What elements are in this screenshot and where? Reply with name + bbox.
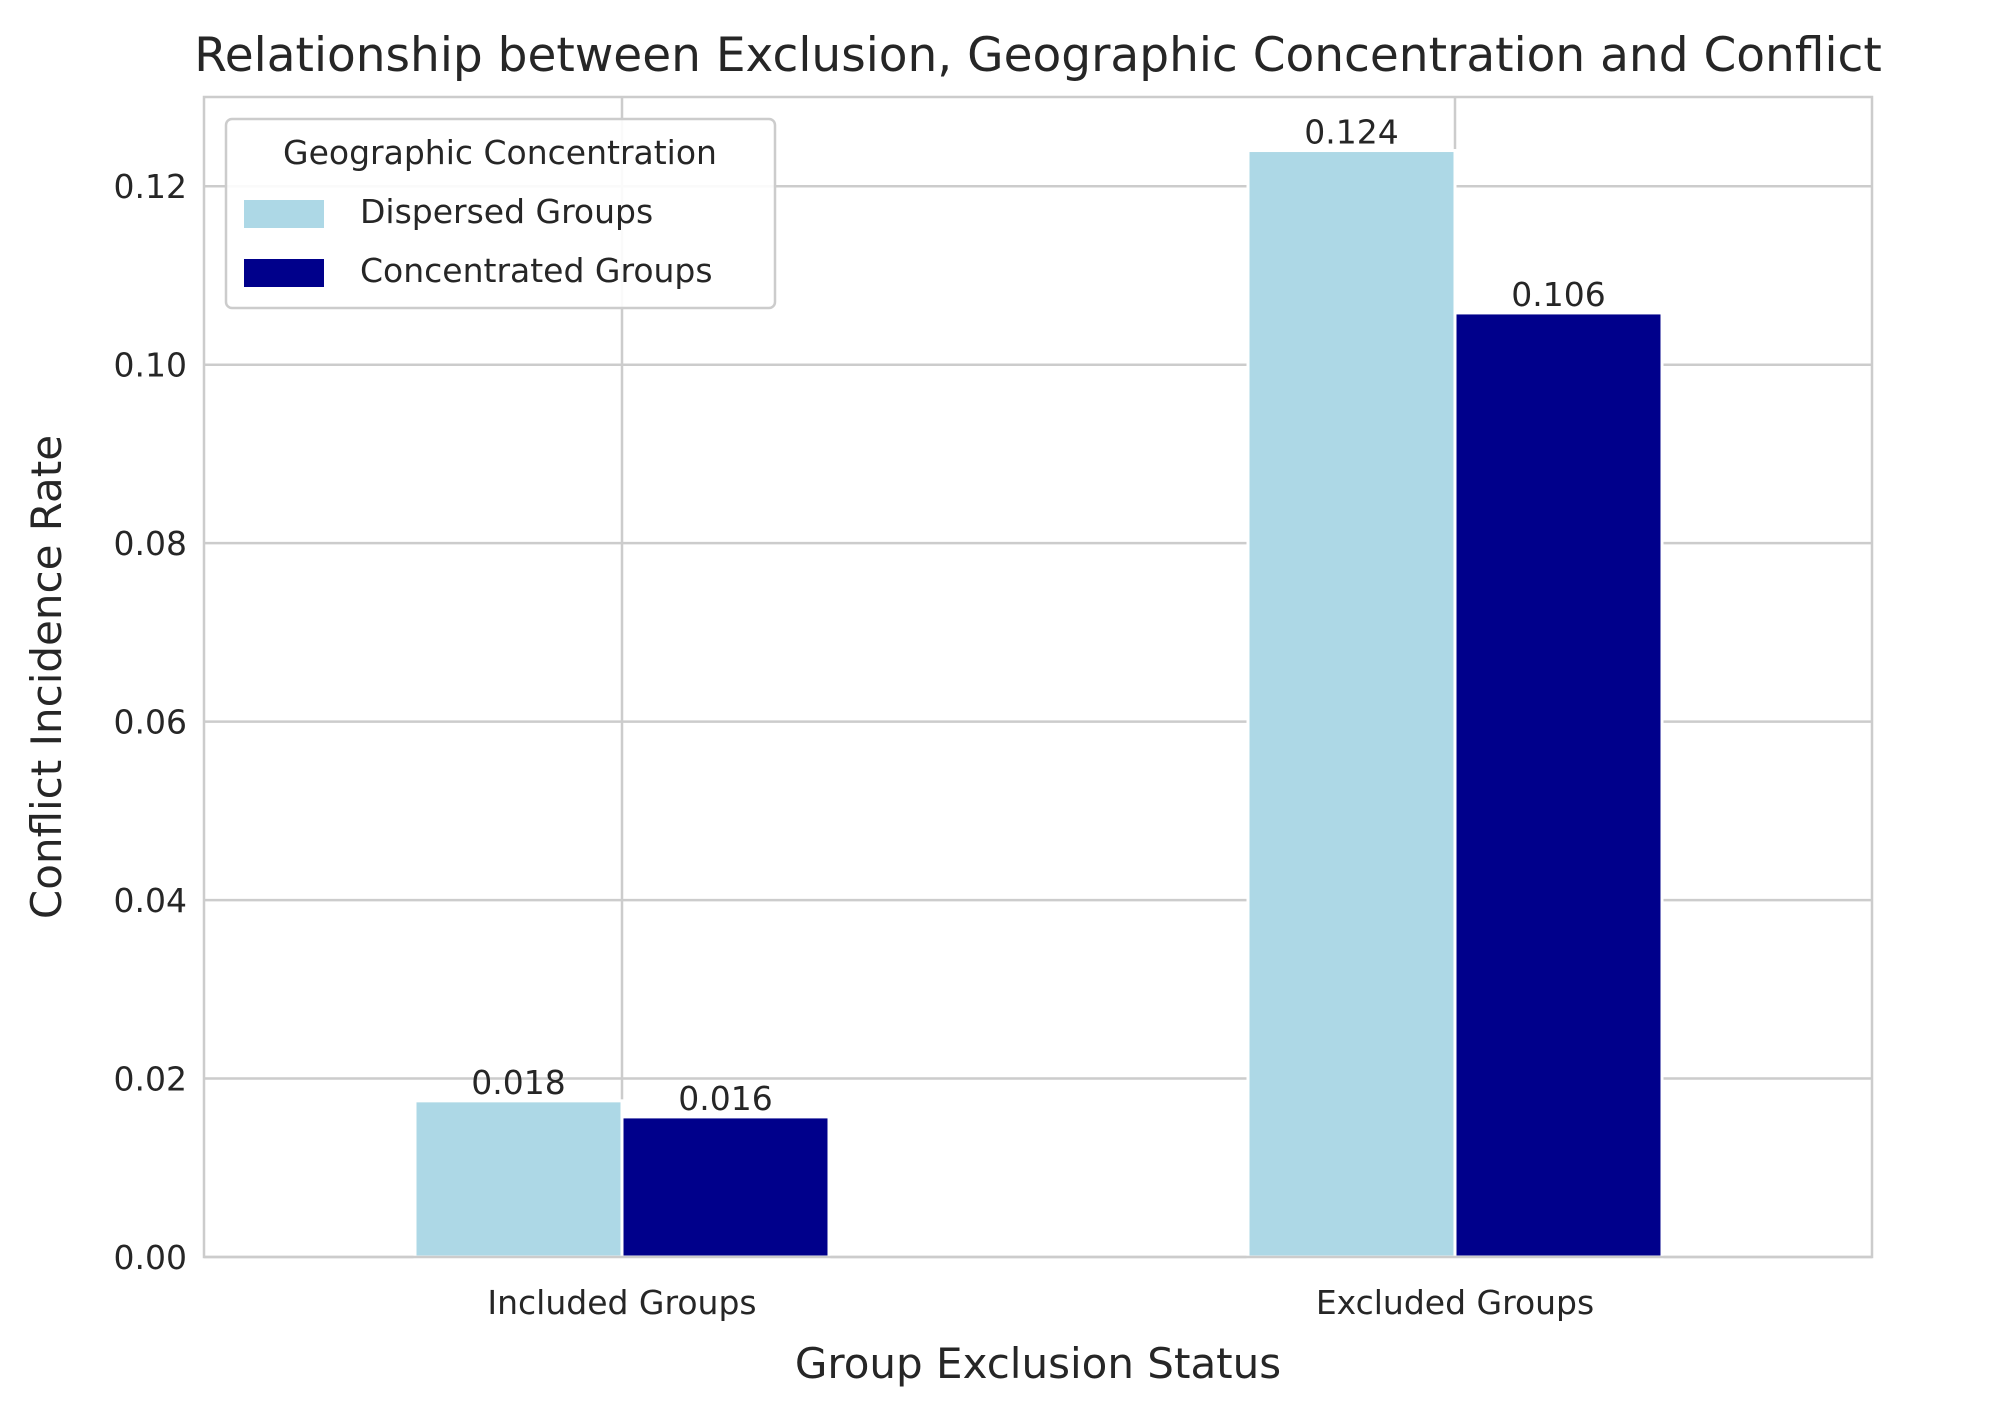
bar-concentrated bbox=[1453, 311, 1664, 1259]
y-tick-label: 0.00 bbox=[114, 1238, 187, 1277]
bar-value-label: 0.106 bbox=[1511, 275, 1605, 314]
x-tick-label: Excluded Groups bbox=[1316, 1283, 1594, 1322]
y-tick-label: 0.10 bbox=[114, 346, 187, 385]
legend-box bbox=[224, 117, 777, 310]
plot-frame bbox=[202, 95, 1874, 1259]
legend-label-dispersed: Dispersed Groups bbox=[360, 192, 653, 231]
chart-title: Relationship between Exclusion, Geograph… bbox=[194, 28, 1882, 83]
bar-dispersed bbox=[413, 1099, 624, 1259]
bar-value-label: 0.016 bbox=[678, 1079, 772, 1118]
y-axis-label: Conflict Incidence Rate bbox=[22, 435, 71, 919]
y-tick-label: 0.02 bbox=[114, 1060, 187, 1099]
bar-value-label: 0.018 bbox=[471, 1063, 565, 1102]
y-tick-label: 0.08 bbox=[114, 524, 187, 563]
y-tick-label: 0.12 bbox=[114, 167, 187, 206]
y-tick-label: 0.04 bbox=[114, 881, 187, 920]
legend-label-concentrated: Concentrated Groups bbox=[360, 251, 713, 290]
y-tick-label: 0.06 bbox=[114, 703, 187, 742]
legend-title: Geographic Concentration bbox=[283, 133, 717, 172]
bar-concentrated bbox=[620, 1115, 831, 1259]
bar-value-label: 0.124 bbox=[1304, 113, 1398, 152]
labels-layer: 0.018 0.124 0.016 0.106 bbox=[471, 113, 1605, 1118]
x-axis-label: Group Exclusion Status bbox=[795, 1339, 1281, 1388]
legend-swatch-concentrated bbox=[244, 259, 324, 287]
bars-layer bbox=[413, 149, 1664, 1259]
x-tick-label: Included Groups bbox=[487, 1283, 756, 1322]
bar-dispersed bbox=[1246, 149, 1457, 1259]
legend: Geographic Concentration Dispersed Group… bbox=[224, 117, 777, 310]
legend-swatch-dispersed bbox=[244, 200, 324, 228]
ticks-layer: 0.00 0.02 0.04 0.06 0.08 0.10 0.12 Included Gro… bbox=[114, 167, 1595, 1322]
